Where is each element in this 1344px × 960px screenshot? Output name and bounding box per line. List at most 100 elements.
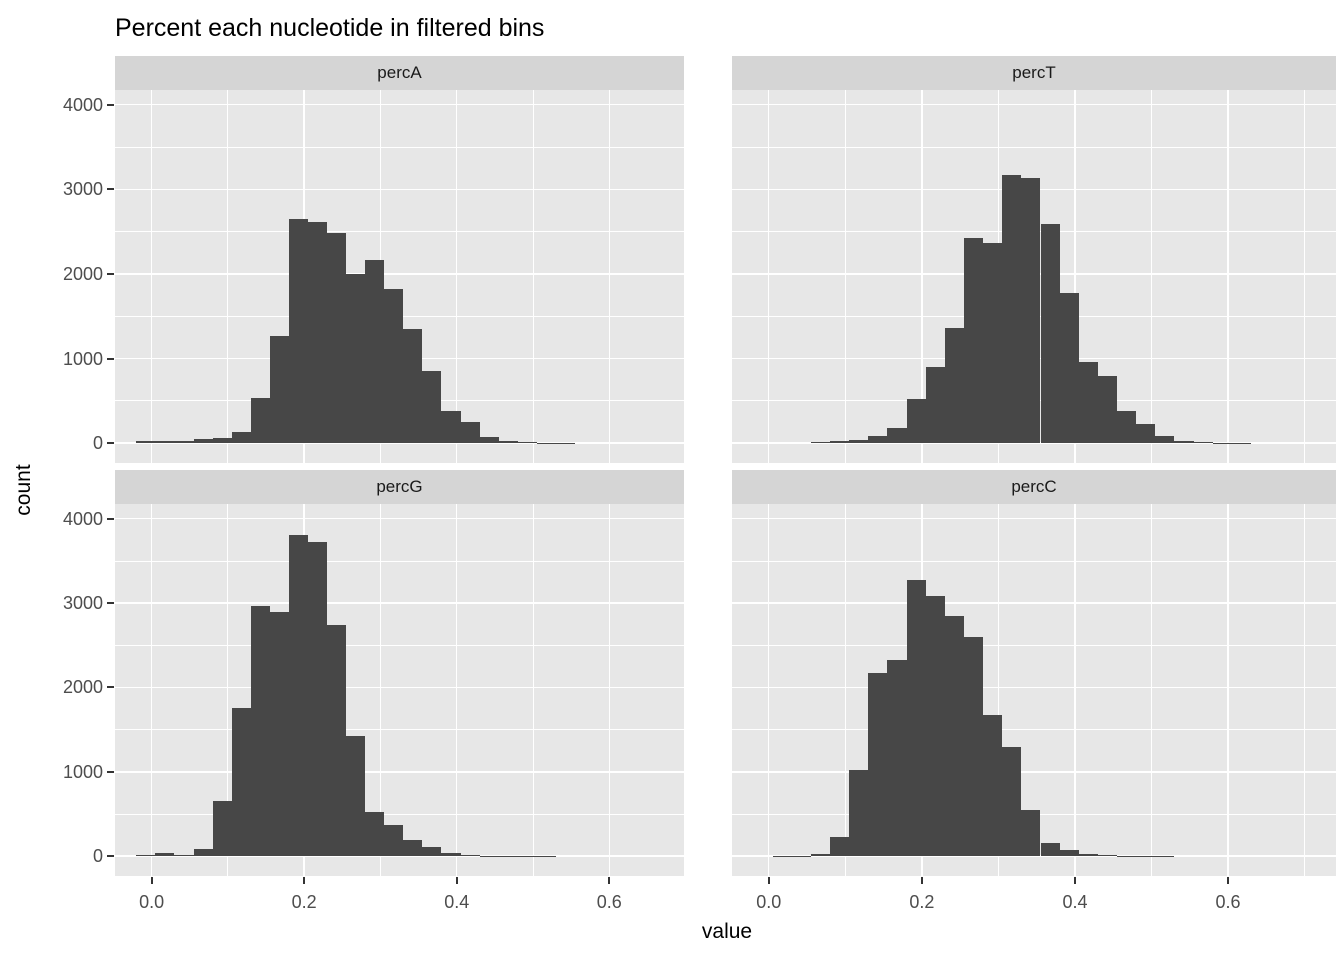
histogram-bar	[829, 441, 850, 444]
x-axis-tick-label: 0.4	[1062, 892, 1088, 912]
histogram-bar	[887, 659, 907, 857]
histogram-bar	[1021, 177, 1041, 444]
histogram-bar	[906, 580, 926, 857]
y-axis-tick-label: 3000	[62, 593, 103, 614]
gridline-minor-h	[115, 560, 684, 562]
histogram-bar	[868, 673, 888, 857]
y-axis-tick	[107, 103, 114, 106]
y-axis-tick-label: 4000	[62, 94, 103, 115]
histogram-bar	[422, 847, 442, 857]
histogram-bar	[384, 825, 404, 857]
facet-panel-percA	[115, 90, 684, 463]
gridline-major-v	[456, 504, 458, 876]
gridline-major-h	[732, 442, 1336, 444]
histogram-bar	[136, 441, 156, 444]
histogram-bar	[346, 736, 366, 857]
x-axis-tick	[1073, 877, 1076, 884]
histogram-bar	[212, 437, 232, 444]
histogram-bar	[1155, 436, 1175, 444]
gridline-major-h	[732, 518, 1336, 520]
histogram-bar	[925, 595, 945, 857]
gridline-major-h	[732, 771, 1336, 773]
gridline-minor-v	[1304, 90, 1305, 463]
y-axis-tick-label: 3000	[62, 179, 103, 200]
x-axis-title: value	[701, 920, 753, 943]
facet-strip-label-percA: percA	[377, 63, 422, 82]
y-axis-tick-label: 4000	[62, 508, 103, 529]
gridline-minor-h	[115, 146, 684, 148]
histogram-bar	[327, 625, 347, 857]
facet-strip-percC: percC	[732, 470, 1336, 504]
histogram-bar	[944, 615, 964, 857]
gridline-minor-h	[115, 231, 684, 233]
histogram-bar	[810, 853, 830, 857]
histogram-bar	[174, 440, 194, 444]
gridline-major-v	[608, 504, 610, 876]
histogram-bar	[193, 848, 213, 857]
x-axis-tick	[1227, 877, 1230, 884]
gridline-major-v	[1227, 90, 1229, 463]
gridline-major-h	[732, 686, 1336, 689]
x-axis-tick-label: 0.2	[909, 892, 935, 912]
histogram-bar	[422, 371, 442, 444]
plot-title: Percent each nucleotide in filtered bins	[115, 14, 545, 42]
x-axis-tick-label: 0.4	[444, 892, 470, 912]
histogram-bar	[250, 397, 270, 444]
gridline-major-v	[1074, 90, 1076, 463]
y-axis-tick-label: 1000	[62, 761, 103, 782]
y-axis-tick-label: 2000	[62, 677, 103, 698]
y-axis-tick	[107, 442, 114, 445]
histogram-bar	[1097, 376, 1118, 444]
gridline-major-h	[115, 518, 684, 520]
histogram-bar	[441, 411, 461, 444]
gridline-minor-v	[1151, 90, 1152, 463]
facet-strip-label-percC: percC	[1011, 477, 1057, 496]
histogram-bar	[963, 636, 984, 857]
y-axis-tick-label: 2000	[62, 263, 103, 284]
histogram-bar	[479, 437, 499, 444]
histogram-bar	[791, 855, 811, 857]
gridline-minor-v	[844, 90, 846, 463]
x-axis-tick-label: 0.6	[596, 892, 622, 912]
y-axis-tick	[107, 517, 114, 520]
gridline-major-v	[768, 504, 770, 876]
facet-strip-percG: percG	[115, 470, 684, 504]
histogram-bar	[212, 800, 232, 857]
y-axis-tick	[107, 272, 114, 275]
histogram-bar	[1117, 855, 1137, 857]
histogram-bar	[906, 398, 926, 444]
gridline-major-v	[921, 90, 923, 463]
gridline-minor-h	[732, 644, 1336, 646]
histogram-bar	[517, 442, 537, 444]
gridline-major-h	[115, 188, 684, 191]
gridline-major-v	[1227, 504, 1229, 876]
histogram-bar	[1002, 175, 1022, 444]
histogram-bar	[1097, 855, 1118, 857]
gridline-major-v	[150, 90, 153, 463]
histogram-bar	[460, 854, 480, 857]
histogram-bar	[155, 441, 175, 444]
gridline-minor-h	[732, 146, 1336, 148]
x-axis-tick-label: 0.0	[139, 892, 165, 912]
histogram-bar	[269, 612, 289, 857]
x-axis-tick-label: 0.2	[291, 892, 317, 912]
histogram-bar	[887, 427, 907, 444]
histogram-bar	[136, 855, 156, 857]
histogram-bar	[944, 327, 964, 444]
gridline-minor-v	[532, 504, 534, 876]
histogram-bar	[1002, 746, 1022, 857]
histogram-bar	[1040, 224, 1060, 444]
gridline-major-v	[608, 90, 610, 463]
x-axis-tick	[303, 877, 306, 884]
x-axis-tick	[455, 877, 458, 884]
gridline-major-h	[115, 771, 684, 773]
gridline-minor-v	[998, 504, 999, 876]
histogram-bar	[983, 242, 1003, 444]
histogram-bar	[365, 811, 385, 857]
gridline-minor-h	[732, 560, 1336, 562]
histogram-bar	[1136, 424, 1156, 444]
histogram-bar	[1040, 842, 1060, 857]
histogram-bar	[403, 328, 423, 444]
y-axis-tick	[107, 602, 114, 605]
histogram-bar	[288, 534, 308, 857]
